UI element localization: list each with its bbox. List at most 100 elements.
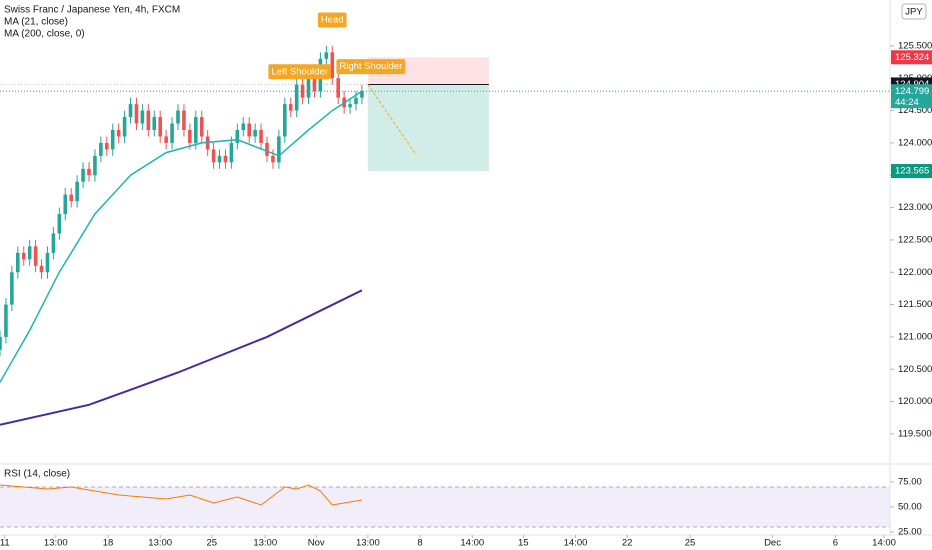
candle-body: [164, 136, 168, 143]
x-tick-label: 13:00: [356, 538, 380, 549]
candle-body: [16, 252, 20, 273]
candle-body: [211, 149, 216, 163]
pattern-label-bg: [336, 59, 406, 75]
rsi-tick-label: 25.00: [898, 527, 922, 538]
candle-body: [4, 304, 8, 337]
target-price-bg: [891, 164, 932, 179]
candle-body: [235, 129, 240, 143]
candle-body: [188, 129, 192, 143]
candle-body: [57, 214, 62, 234]
candle-body: [277, 136, 281, 163]
candle-body: [146, 110, 151, 130]
x-tick-label: 11: [0, 538, 10, 549]
candle-body: [199, 117, 204, 137]
pattern-label: Left Shoulder: [268, 64, 331, 80]
candle-body: [253, 129, 257, 137]
pattern-label: Right Shoulder: [336, 59, 406, 75]
candle-body: [300, 84, 305, 98]
y-tick-label: 125.500: [898, 40, 932, 51]
rsi-line: [0, 484, 362, 506]
y-tick-label: 122.000: [898, 267, 932, 278]
pattern-label-text: Head: [321, 15, 344, 26]
ma-line: [0, 90, 363, 383]
candle-body: [336, 78, 340, 98]
candle-body: [81, 168, 85, 182]
target-price: 123.565: [895, 166, 929, 177]
rsi-tick-label: 75.00: [898, 477, 922, 488]
currency: JPY: [905, 7, 923, 18]
target-zone: [367, 84, 489, 172]
x-tick-label: 15: [518, 538, 529, 549]
x-tick-label: 22: [622, 538, 633, 549]
legend-ma200: MA (200, close, 0): [4, 29, 85, 40]
candle-body: [176, 110, 180, 124]
candle-body: [217, 155, 222, 163]
candle-body: [283, 104, 287, 137]
stop-price-bg: [891, 50, 932, 65]
candle-body: [93, 155, 97, 176]
panes: [0, 57, 890, 528]
candle-body: [39, 265, 44, 273]
candle-body: [241, 123, 246, 130]
candle-body: [33, 246, 38, 266]
y-tick-label: 121.500: [898, 299, 932, 310]
y-tick-label: 124.500: [898, 105, 932, 116]
candle-body: [27, 246, 32, 260]
y-tick-label: 121.000: [898, 331, 932, 342]
candle-body: [158, 117, 162, 137]
candle-body: [75, 181, 79, 202]
candle-body: [99, 142, 103, 156]
candle-body: [152, 117, 157, 130]
candle-body: [259, 129, 263, 143]
candle-body: [10, 272, 14, 305]
pattern-label-bg: [317, 12, 347, 28]
x-tick-label: 6: [833, 538, 838, 549]
candle-body: [330, 52, 335, 79]
candle-body: [134, 104, 139, 124]
rsi-tick-label: 50.00: [898, 502, 922, 513]
candle-body: [247, 123, 251, 137]
x-tick-label: Dec: [764, 538, 781, 549]
x-tick-label: 13:00: [253, 538, 277, 549]
candle-body: [271, 155, 275, 163]
chart-title: Swiss Franc / Japanese Yen, 4h, FXCM: [4, 5, 180, 16]
last-price: 124.799: [895, 86, 929, 97]
candle-body: [128, 104, 133, 118]
y-tick-label: 123.000: [898, 202, 932, 213]
candle-body: [360, 91, 364, 98]
pattern-label: Head: [317, 12, 347, 28]
x-tick-label: 14:00: [564, 538, 588, 549]
candle-body: [63, 194, 68, 215]
legend-rsi: RSI (14, close): [4, 469, 70, 480]
candle-body: [194, 117, 198, 143]
x-tick-label: 13:00: [148, 538, 172, 549]
candle-body: [348, 104, 352, 108]
projection-arrow: [367, 84, 417, 156]
y-tick-label: 124.000: [898, 137, 932, 148]
candle-body: [69, 194, 73, 202]
candle-body: [182, 110, 186, 130]
y-tick-label: 120.500: [898, 364, 932, 375]
last-price-bg: [891, 84, 932, 109]
candle-body: [87, 168, 91, 176]
candle-body: [122, 117, 127, 137]
candle-body: [223, 155, 228, 163]
candle-body: [288, 104, 293, 111]
candle-body: [312, 71, 317, 92]
x-tick-label: Nov: [308, 538, 325, 549]
candle-body: [229, 142, 234, 163]
candle-body: [265, 142, 269, 156]
candle-body: [51, 233, 56, 253]
candle-body: [0, 336, 2, 350]
candle-body: [116, 129, 121, 137]
x-tick-label: 18: [103, 538, 114, 549]
y-tick-label: 120.000: [898, 396, 932, 407]
candle-body: [110, 129, 115, 150]
candle-body: [354, 97, 358, 105]
currency-box[interactable]: [901, 3, 927, 20]
candle-body: [140, 110, 145, 124]
pattern-label-bg: [268, 64, 331, 80]
x-tick-label: 14:00: [460, 538, 484, 549]
candle-body: [294, 84, 299, 111]
